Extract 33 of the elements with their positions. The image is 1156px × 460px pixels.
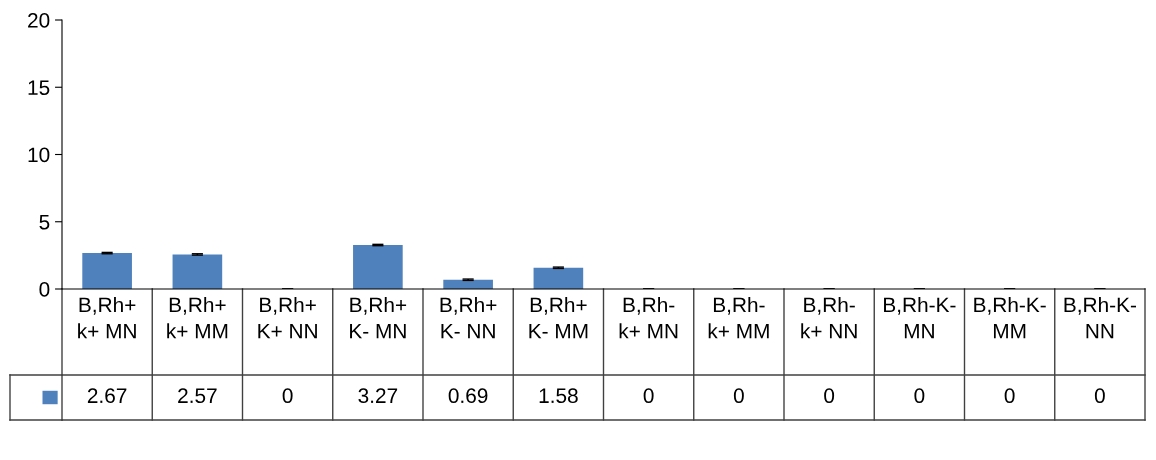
x-tick-label: B,Rh- k+ MN bbox=[619, 297, 678, 339]
bar bbox=[533, 267, 584, 289]
data-label: 2.67 bbox=[87, 388, 127, 404]
x-tick-label: B,Rh+ K- MN bbox=[350, 297, 407, 339]
y-tick-label: 10 bbox=[28, 147, 50, 163]
x-tick-label: B,Rh+ K- NN bbox=[440, 297, 497, 339]
x-tick-label: B,Rh+ k+ MM bbox=[167, 297, 228, 339]
bar bbox=[172, 254, 223, 289]
x-tick-label: B,Rh-K- NN bbox=[1064, 297, 1136, 339]
data-label: 3.27 bbox=[358, 388, 398, 404]
data-label: 0 bbox=[733, 388, 744, 404]
data-label: 0.69 bbox=[448, 388, 488, 404]
data-label: 0 bbox=[1094, 388, 1105, 404]
y-tick-label: 5 bbox=[39, 214, 50, 230]
data-label: 2.57 bbox=[178, 388, 217, 404]
x-tick-label: B,Rh-K- MN bbox=[884, 297, 956, 339]
x-tick-label: B,Rh+ K+ NN bbox=[258, 297, 317, 339]
data-label: 0 bbox=[282, 388, 293, 404]
data-label: 0 bbox=[914, 388, 925, 404]
y-tick-label: 20 bbox=[28, 13, 50, 28]
x-tick-label: B,Rh+ K- MM bbox=[529, 297, 588, 339]
data-label: 0 bbox=[643, 388, 654, 404]
x-tick-label: B,Rh- k+ MM bbox=[708, 297, 769, 339]
x-tick-label: B,Rh-K- MM bbox=[974, 297, 1046, 339]
y-tick-label: 0 bbox=[39, 282, 50, 297]
data-label: 0 bbox=[1004, 388, 1015, 404]
x-tick-label: B,Rh- k+ NN bbox=[801, 297, 857, 339]
bar bbox=[82, 253, 132, 289]
data-label: 0 bbox=[824, 388, 835, 404]
y-tick-label: 15 bbox=[28, 80, 50, 95]
bar bbox=[353, 245, 403, 289]
data-label: 1.58 bbox=[539, 388, 578, 404]
x-tick-label: B,Rh+ k+ MN bbox=[78, 297, 136, 339]
